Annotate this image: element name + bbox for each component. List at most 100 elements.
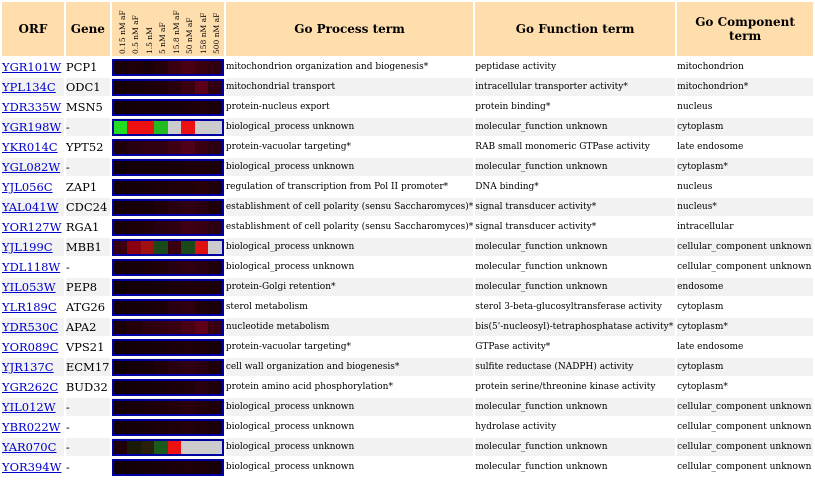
component-cell: cellular_component unknown [677,262,812,272]
expression-heatmap[interactable] [111,58,224,76]
expression-heatmap[interactable] [111,298,224,316]
expression-heatmap[interactable] [111,378,224,396]
gene-cell: PEP8 [65,278,110,296]
expression-heatmap[interactable] [111,318,224,336]
expression-heatmap[interactable] [111,398,224,416]
orf-link[interactable]: YAR070C [2,440,57,454]
gene-cell: ATG26 [65,300,106,314]
heatmap-swatch [181,340,195,354]
heatmap-swatch [208,100,222,114]
expression-heatmap[interactable] [111,78,224,96]
orf-cell: YJL056C [2,178,64,196]
heatmap-swatch [154,260,168,274]
orf-link[interactable]: YPL134C [2,80,56,94]
heatmap-swatch [208,300,222,314]
heatmap-swatch [194,180,209,194]
function-cell: intracellular transporter activity* [475,78,676,96]
orf-link[interactable]: YJR137C [2,360,54,374]
concentration-label: 15.8 nM aF [171,10,181,54]
expression-heatmap[interactable] [111,458,224,476]
component-cell: endosome [677,278,813,296]
heatmap-swatch [113,320,128,334]
expression-heatmap[interactable] [111,138,224,156]
expression-heatmap[interactable] [111,98,224,116]
heatmap-swatch [127,180,141,194]
expression-heatmap[interactable] [111,438,224,456]
function-header: Go Function term [475,2,676,56]
orf-link[interactable]: YJL199C [2,240,53,254]
orf-link[interactable]: YLR189C [2,300,57,314]
expression-heatmap[interactable] [111,358,224,376]
component-cell: nucleus* [677,198,813,216]
table-row: YOR089C VPS21 protein-vacuolar targeting* G… [2,338,813,356]
function-cell: molecular_function unknown [475,398,676,416]
orf-link[interactable]: YOR089C [2,340,59,354]
function-cell: sulfite reductase (NADPH) activity [475,358,676,376]
orf-link[interactable]: YJL056C [2,180,53,194]
heatmap-swatch [167,300,182,314]
heatmap-swatch [167,160,182,174]
process-cell: establishment of cell polarity (sensu Sa… [225,222,474,232]
heatmap-swatch [194,340,209,354]
expression-heatmap[interactable] [111,258,224,276]
heatmap-swatch [167,420,182,434]
heatmap-cell [111,138,224,156]
orf-link[interactable]: YIL012W [2,400,56,414]
table-row: YIL053W PEP8 protein-Golgi retention* molec… [2,278,813,296]
orf-cell: YGR262C [2,378,64,396]
orf-cell: YOR089C [2,338,64,356]
heatmap-swatch [127,160,141,174]
expression-heatmap[interactable] [111,158,224,176]
process-cell: sterol metabolism [225,302,308,312]
expression-heatmap[interactable] [111,238,224,256]
expression-heatmap[interactable] [111,198,224,216]
orf-link[interactable]: YBR022W [2,420,61,434]
function-cell: protein binding* [475,102,551,112]
orf-link[interactable]: YGR101W [2,60,62,74]
heatmap-swatch [127,220,141,234]
heatmap-swatch [181,280,195,294]
heatmap-swatch [167,260,182,274]
orf-cell: YPL134C [2,78,64,96]
function-cell: bis(5'-nucleosyl)-tetraphosphatase activ… [475,318,676,336]
heatmap-swatch [140,260,155,274]
heatmap-swatch [113,420,128,434]
orf-link[interactable]: YGR262C [2,380,59,394]
orf-link[interactable]: YIL053W [2,280,56,294]
expression-heatmap[interactable] [111,278,224,296]
expression-heatmap[interactable] [111,418,224,436]
heatmap-swatch [113,240,128,254]
orf-link[interactable]: YDR530C [2,320,59,334]
orf-link[interactable]: YOR394W [2,460,62,474]
heatmap-swatch [194,60,209,74]
gene-cell: - [65,158,110,176]
heatmap-swatch [167,360,182,374]
component-cell: mitochondrion [677,62,744,72]
heatmap-swatch [194,400,209,414]
heatmap-swatch [154,200,168,214]
orf-cell: YLR189C [2,298,64,316]
expression-heatmap[interactable] [111,218,224,236]
gene-cell: - [65,460,70,474]
orf-link[interactable]: YKR014C [2,140,58,154]
orf-link[interactable]: YDL118W [2,260,61,274]
expression-heatmap[interactable] [111,118,224,136]
heatmap-swatch [181,60,195,74]
heatmap-cell [111,358,224,376]
orf-link[interactable]: YGR198W [2,120,62,134]
orf-link[interactable]: YAL041W [2,200,59,214]
gene-cell: APA2 [65,318,110,336]
table-row: YAR070C - biological_process unknown molecu… [2,438,813,456]
function-cell: RAB small monomeric GTPase activity [475,142,650,152]
concentration-header: 0.15 nM aF 0.5 nM aF 1.5 nM 5 nM aF 15.8 nM … [111,2,224,56]
expression-heatmap[interactable] [111,338,224,356]
orf-cell: YJR137C [2,358,64,376]
heatmap-swatch [127,360,141,374]
orf-link[interactable]: YOR127W [2,220,62,234]
heatmap-swatch [194,420,209,434]
orf-link[interactable]: YDR335W [2,100,62,114]
expression-heatmap[interactable] [111,178,224,196]
function-cell: signal transducer activity* [475,198,676,216]
concentration-label: 500 nM aF [212,12,222,54]
orf-link[interactable]: YGL082W [2,160,61,174]
